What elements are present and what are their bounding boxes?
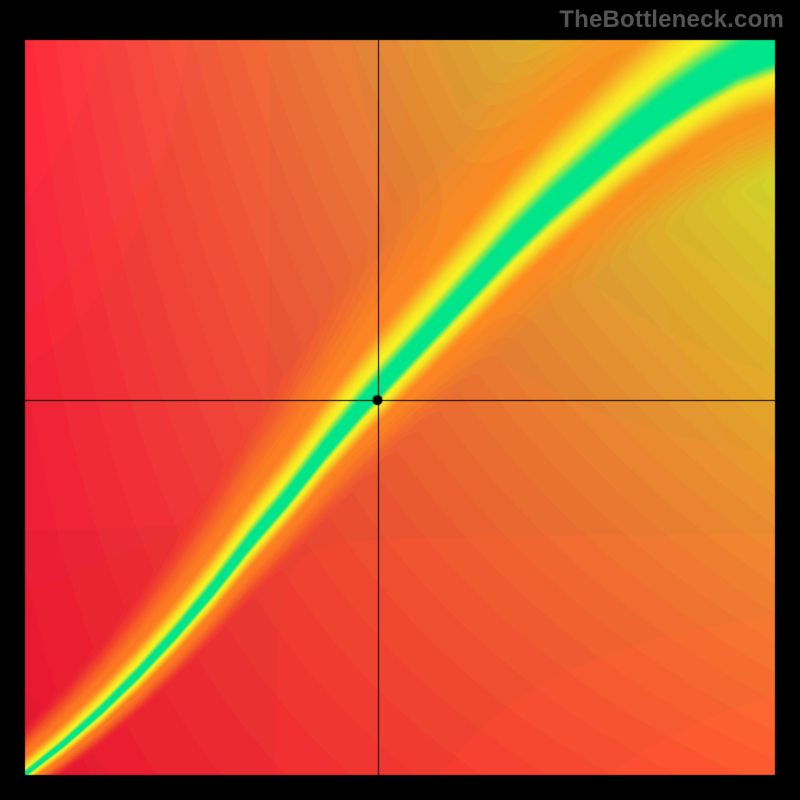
heatmap-canvas <box>0 0 800 800</box>
watermark-text: TheBottleneck.com <box>559 6 784 34</box>
chart-container: TheBottleneck.com <box>0 0 800 800</box>
